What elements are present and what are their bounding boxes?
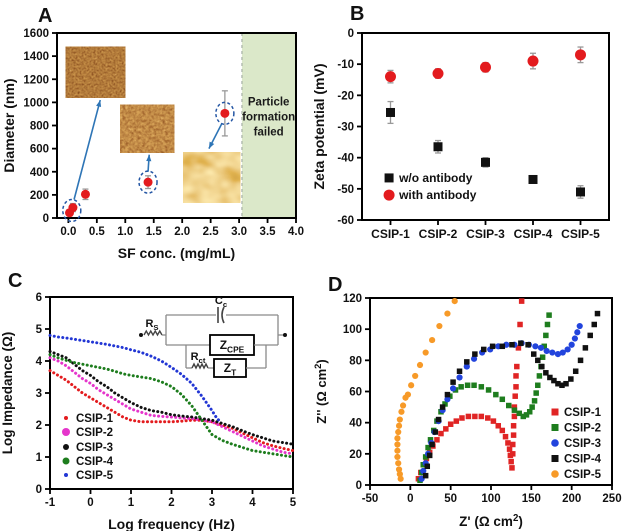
svg-text:50: 50	[444, 493, 457, 505]
svg-text:Z'' (Ω cm2): Z'' (Ω cm2)	[313, 359, 329, 423]
svg-text:formation: formation	[242, 111, 295, 123]
svg-text:-50: -50	[337, 184, 354, 196]
svg-text:0: 0	[43, 213, 49, 225]
svg-text:20: 20	[349, 449, 362, 461]
svg-text:-40: -40	[337, 153, 354, 165]
svg-text:2.0: 2.0	[174, 226, 190, 238]
svg-text:3.5: 3.5	[260, 226, 277, 238]
svg-text:-10: -10	[337, 59, 354, 71]
svg-text:CSIP-4: CSIP-4	[564, 454, 602, 466]
panel-a-chart: 0.0 0.5 1.0 1.5 2.0 2.5 3.0 3.5 4.0 0 200 400 600 800…	[1, 28, 304, 261]
svg-text:2: 2	[36, 420, 42, 432]
svg-text:3: 3	[36, 388, 42, 400]
svg-text:Zeta potential (mV): Zeta potential (mV)	[312, 63, 327, 189]
svg-text:200: 200	[30, 190, 49, 202]
svg-text:1400: 1400	[23, 51, 49, 63]
svg-text:-1: -1	[45, 497, 56, 509]
svg-text:CSIP-1: CSIP-1	[76, 413, 114, 425]
svg-text:Particle: Particle	[248, 96, 290, 108]
svg-text:1.5: 1.5	[146, 226, 163, 238]
svg-text:100: 100	[481, 493, 500, 505]
svg-text:Rct: Rct	[191, 351, 206, 365]
svg-text:2.5: 2.5	[203, 226, 220, 238]
svg-text:5: 5	[290, 497, 297, 509]
svg-text:60: 60	[349, 387, 362, 399]
svg-text:w/o antibody: w/o antibody	[398, 171, 473, 185]
svg-text:CSIP-3: CSIP-3	[564, 438, 601, 450]
svg-text:CSIP-5: CSIP-5	[561, 227, 600, 241]
svg-text:ZT: ZT	[224, 361, 237, 377]
svg-text:Z' (Ω cm2): Z' (Ω cm2)	[459, 513, 523, 529]
panel-c-label: C	[8, 270, 23, 292]
svg-text:CSIP-4: CSIP-4	[76, 456, 114, 468]
svg-text:0: 0	[36, 484, 42, 496]
svg-text:4.0: 4.0	[288, 226, 304, 238]
svg-text:40: 40	[349, 418, 362, 430]
svg-text:CSIP-5: CSIP-5	[564, 469, 602, 481]
svg-text:CSIP-3: CSIP-3	[466, 227, 505, 241]
svg-text:80: 80	[349, 355, 362, 367]
svg-text:SF conc. (mg/mL): SF conc. (mg/mL)	[118, 245, 235, 261]
svg-text:1: 1	[36, 452, 43, 464]
svg-text:CSIP-1: CSIP-1	[564, 407, 602, 419]
svg-text:5: 5	[36, 324, 43, 336]
svg-text:800: 800	[30, 121, 49, 133]
svg-text:CSIP-5: CSIP-5	[76, 470, 114, 482]
svg-text:400: 400	[30, 167, 49, 179]
svg-text:CSIP-2: CSIP-2	[76, 427, 113, 439]
svg-text:with antibody: with antibody	[398, 188, 477, 202]
svg-text:0: 0	[348, 28, 354, 40]
panel-d-label: D	[328, 274, 343, 296]
svg-text:150: 150	[522, 493, 541, 505]
svg-text:Cc: Cc	[215, 295, 228, 309]
svg-text:-60: -60	[337, 215, 354, 227]
svg-text:CSIP-2: CSIP-2	[564, 423, 601, 435]
svg-text:CSIP-2: CSIP-2	[419, 227, 458, 241]
svg-text:0: 0	[407, 493, 413, 505]
svg-text:0.0: 0.0	[60, 226, 76, 238]
svg-text:CSIP-4: CSIP-4	[514, 227, 553, 241]
svg-text:Log frequency (Hz): Log frequency (Hz)	[108, 516, 235, 531]
svg-text:Diameter (nm): Diameter (nm)	[1, 78, 17, 172]
svg-text:-30: -30	[337, 122, 354, 134]
panel-a-label: A	[38, 5, 53, 27]
svg-text:-20: -20	[337, 90, 354, 102]
svg-text:1000: 1000	[23, 97, 49, 109]
svg-text:100: 100	[343, 324, 362, 336]
svg-text:1: 1	[128, 497, 135, 509]
svg-text:1200: 1200	[23, 74, 49, 86]
svg-text:0.5: 0.5	[89, 226, 106, 238]
svg-text:1.0: 1.0	[117, 226, 133, 238]
svg-text:3.0: 3.0	[231, 226, 247, 238]
svg-text:RS: RS	[145, 318, 158, 332]
svg-text:1600: 1600	[23, 28, 49, 40]
svg-text:0: 0	[87, 497, 93, 509]
svg-text:4: 4	[36, 356, 43, 368]
svg-text:200: 200	[562, 493, 581, 505]
svg-text:CSIP-1: CSIP-1	[371, 227, 410, 241]
svg-text:2: 2	[168, 497, 174, 509]
svg-text:CSIP-3: CSIP-3	[76, 442, 113, 454]
svg-text:0: 0	[356, 480, 362, 492]
svg-text:250: 250	[602, 493, 621, 505]
panel-b-label: B	[350, 3, 365, 25]
svg-text:ZCPE: ZCPE	[220, 338, 245, 354]
svg-text:120: 120	[343, 293, 362, 305]
svg-text:4: 4	[249, 497, 256, 509]
svg-text:Log Impedance (Ω): Log Impedance (Ω)	[0, 332, 15, 455]
svg-text:failed: failed	[254, 126, 284, 138]
svg-text:3: 3	[209, 497, 215, 509]
svg-text:600: 600	[30, 144, 49, 156]
panel-b-chart: 0 -10 -20 -30 -40 -50 -60 CSIP-1 CSIP-2 CSIP-3 CSI…	[312, 28, 610, 241]
svg-text:6: 6	[36, 292, 42, 304]
svg-text:-50: -50	[362, 493, 379, 505]
